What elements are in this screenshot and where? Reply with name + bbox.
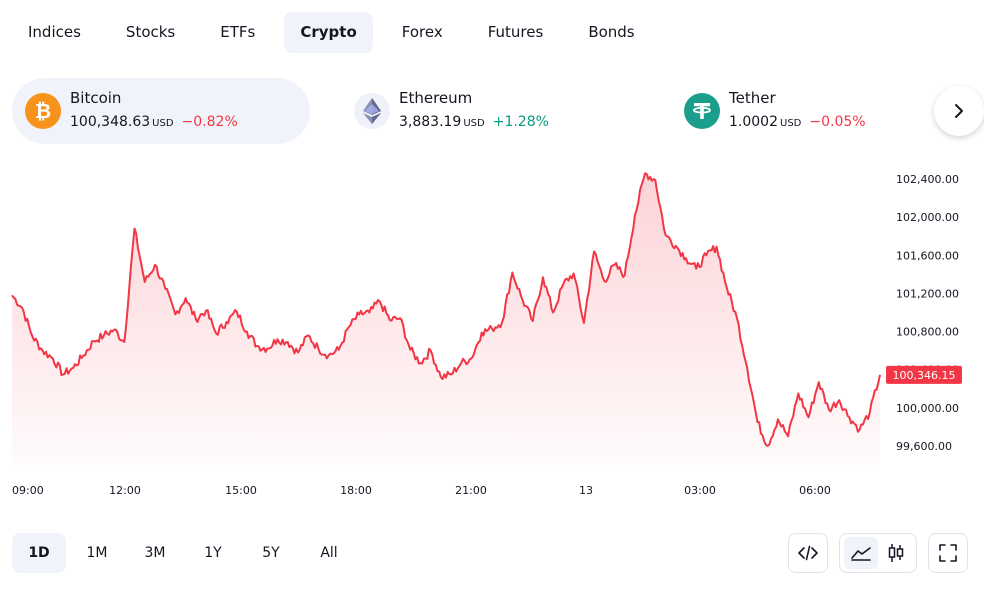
chart-type-toggle	[839, 533, 917, 573]
range-1y[interactable]: 1Y	[204, 545, 222, 561]
x-tick-label: 21:00	[455, 484, 487, 497]
ticker-change: +1.28%	[492, 114, 549, 130]
last-price-marker: 100,346.15	[886, 365, 962, 384]
ticker-unit: USD	[463, 118, 485, 129]
fullscreen-icon	[939, 544, 957, 562]
price-chart[interactable]: 99,600.00100,000.00100,400.00100,800.001…	[0, 160, 984, 505]
y-tick-label: 101,200.00	[896, 287, 959, 300]
tab-indices[interactable]: Indices	[28, 23, 81, 41]
range-1d[interactable]: 1D	[12, 533, 66, 573]
y-tick-label: 102,400.00	[896, 173, 959, 186]
range-selector: 1D 1M 3M 1Y 5Y All	[12, 533, 360, 573]
x-tick-label: 13	[579, 484, 593, 497]
ticker-change: −0.82%	[181, 114, 238, 130]
tab-stocks[interactable]: Stocks	[125, 23, 176, 41]
area-chart-button[interactable]	[843, 537, 878, 569]
x-tick-label: 06:00	[799, 484, 831, 497]
market-tabs: Indices Stocks ETFs Crypto Forex Futures…	[12, 12, 664, 53]
ethereum-icon	[354, 93, 390, 129]
ticker-unit: USD	[780, 118, 802, 129]
area-chart-icon	[850, 547, 871, 561]
ticker-card-bitcoin[interactable]: ₿ Bitcoin 100,348.63 USD −0.82%	[12, 78, 310, 144]
y-tick-label: 102,000.00	[896, 211, 959, 224]
tab-bonds[interactable]: Bonds	[588, 23, 635, 41]
price-area	[12, 173, 880, 466]
tab-futures[interactable]: Futures	[487, 23, 544, 41]
y-tick-label: 101,600.00	[896, 249, 959, 262]
tether-icon	[684, 93, 720, 129]
ticker-price: 3,883.19	[399, 114, 462, 130]
code-icon	[798, 545, 818, 561]
candles-icon	[888, 544, 903, 562]
ticker-name: Tether	[729, 89, 776, 107]
x-tick-label: 12:00	[109, 484, 141, 497]
x-tick-label: 18:00	[340, 484, 372, 497]
fullscreen-button[interactable]	[928, 533, 968, 573]
x-tick-label: 09:00	[12, 484, 44, 497]
ticker-card-tether[interactable]: Tether 1.0002 USD −0.05%	[671, 78, 921, 144]
ticker-price: 1.0002	[729, 114, 778, 130]
ticker-unit: USD	[152, 118, 174, 129]
y-tick-label: 100,000.00	[896, 402, 959, 415]
x-tick-label: 15:00	[225, 484, 257, 497]
tab-etfs[interactable]: ETFs	[220, 23, 256, 41]
range-1m[interactable]: 1M	[86, 545, 108, 561]
range-5y[interactable]: 5Y	[262, 545, 280, 561]
x-tick-label: 03:00	[684, 484, 716, 497]
y-tick-label: 99,600.00	[896, 440, 952, 453]
x-axis: 09:00 12:00 15:00 18:00 21:00 13 03:00 06:00	[12, 484, 831, 497]
tab-crypto[interactable]: Crypto	[284, 12, 373, 53]
y-tick-label: 100,800.00	[896, 326, 959, 339]
ticker-name: Bitcoin	[70, 89, 122, 107]
candles-chart-button[interactable]	[879, 537, 913, 569]
ticker-card-ethereum[interactable]: Ethereum 3,883.19 USD +1.28%	[341, 78, 631, 144]
embed-button[interactable]	[788, 533, 828, 573]
bitcoin-icon: ₿	[25, 93, 61, 129]
tab-forex[interactable]: Forex	[401, 23, 443, 41]
last-price-label: 100,346.15	[893, 369, 956, 382]
range-all[interactable]: All	[320, 545, 338, 561]
next-tickers-button[interactable]	[934, 86, 984, 136]
range-3m[interactable]: 3M	[144, 545, 166, 561]
ticker-name: Ethereum	[399, 89, 473, 107]
price-line	[11, 172, 881, 447]
y-axis: 99,600.00100,000.00100,400.00100,800.001…	[896, 173, 959, 453]
ticker-price: 100,348.63	[70, 114, 151, 130]
ticker-change: −0.05%	[809, 114, 866, 130]
chevron-right-icon	[955, 104, 963, 118]
